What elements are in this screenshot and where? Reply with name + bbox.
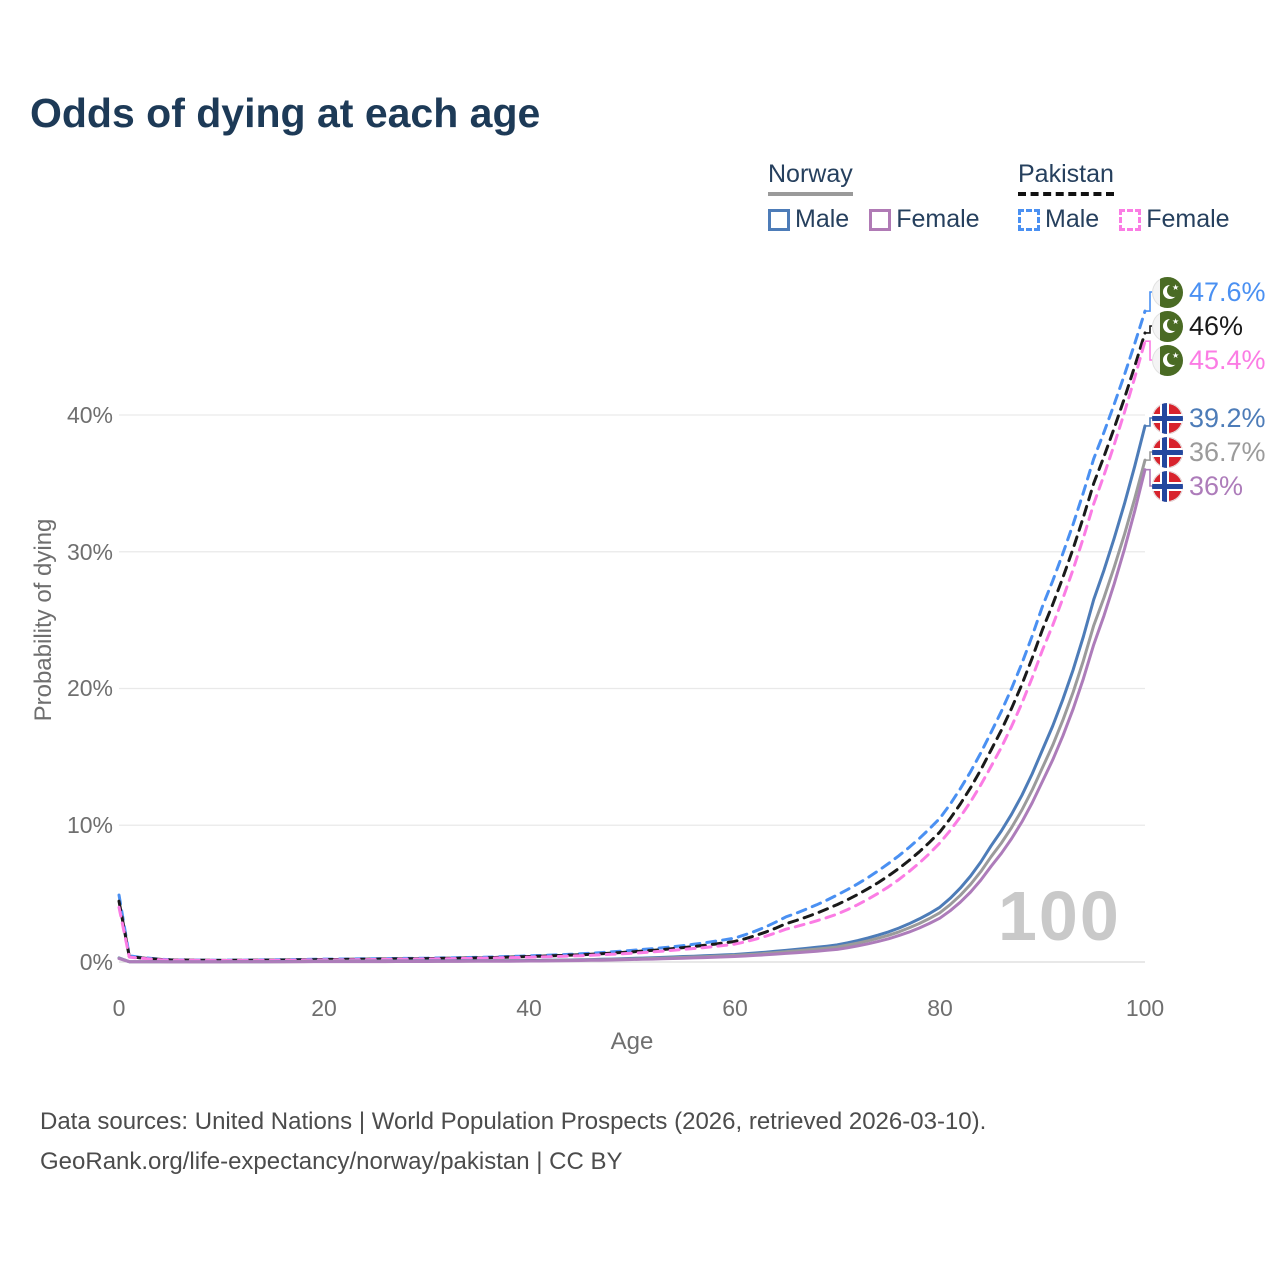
legend-pakistan-male-checkbox[interactable] bbox=[1018, 208, 1040, 231]
end-label-pakistan-male: ★ 47.6% bbox=[1152, 276, 1266, 308]
end-label-norway-female: 36% bbox=[1152, 470, 1243, 502]
norway-flag-icon bbox=[1152, 436, 1183, 468]
y-tick-0: 0% bbox=[79, 949, 113, 975]
legend-norway-items: Male Female bbox=[768, 205, 980, 234]
end-label-norway-both: 36.7% bbox=[1152, 436, 1266, 468]
x-tick-20: 20 bbox=[311, 995, 337, 1021]
flag-part bbox=[1162, 470, 1167, 502]
norway-flag-icon bbox=[1152, 402, 1183, 434]
flag-part bbox=[1167, 351, 1180, 365]
flag-part: ★ bbox=[1172, 282, 1180, 292]
flag-part bbox=[1167, 283, 1180, 297]
legend-pakistan-header: Pakistan bbox=[1018, 160, 1114, 196]
x-tick-100: 100 bbox=[1125, 995, 1165, 1021]
legend-norway-female-checkbox[interactable] bbox=[869, 208, 892, 231]
data-sources-line: Data sources: United Nations | World Pop… bbox=[40, 1108, 987, 1135]
y-axis-title: Probability of dying bbox=[30, 518, 57, 722]
line-norway-both-sexes[interactable] bbox=[117, 458, 1147, 964]
y-tick-40: 40% bbox=[66, 402, 113, 428]
legend-norway-male-label[interactable]: Male bbox=[795, 205, 850, 233]
x-tick-80: 80 bbox=[927, 995, 953, 1021]
page-title: Odds of dying at each age bbox=[30, 90, 541, 136]
x-axis-title: Age bbox=[610, 1028, 654, 1055]
end-label-text: 45.4% bbox=[1189, 344, 1266, 375]
legend-norway-female-label[interactable]: Female bbox=[896, 205, 980, 233]
flag-part bbox=[1167, 317, 1180, 331]
end-label-pakistan-female: ★ 45.4% bbox=[1152, 344, 1266, 376]
flag-part bbox=[1152, 483, 1183, 489]
flag-part: ★ bbox=[1172, 316, 1180, 326]
legend-norway-male-checkbox[interactable] bbox=[768, 208, 790, 231]
end-label-norway-male: 39.2% bbox=[1152, 402, 1266, 434]
y-tick-30: 30% bbox=[66, 539, 113, 565]
attribution-line: GeoRank.org/life-expectancy/norway/pakis… bbox=[40, 1148, 623, 1175]
flag-part: ★ bbox=[1172, 350, 1180, 360]
legend-norway-header: Norway bbox=[768, 160, 853, 196]
line-norway-male[interactable] bbox=[117, 424, 1147, 964]
pakistan-flag-icon: ★ bbox=[1152, 276, 1183, 308]
end-label-text: 36% bbox=[1189, 470, 1244, 501]
x-tick-60: 60 bbox=[722, 995, 748, 1021]
x-tick-0: 0 bbox=[112, 995, 126, 1021]
legend-pakistan-male-label[interactable]: Male bbox=[1045, 205, 1100, 233]
line-pakistan-male[interactable] bbox=[117, 309, 1147, 962]
line-norway-female[interactable] bbox=[117, 468, 1147, 964]
y-tick-10: 10% bbox=[66, 812, 113, 838]
flag-part bbox=[1162, 436, 1167, 468]
end-label-text: 46% bbox=[1189, 310, 1244, 341]
flag-part bbox=[1152, 415, 1183, 421]
flag-part bbox=[1152, 449, 1183, 455]
pakistan-flag-icon: ★ bbox=[1152, 310, 1183, 342]
y-tick-20: 20% bbox=[66, 675, 113, 701]
end-label-text: 39.2% bbox=[1189, 402, 1266, 433]
hover-age-indicator: 100 bbox=[998, 877, 1121, 955]
end-label-text: 47.6% bbox=[1189, 276, 1266, 307]
flag-part bbox=[1162, 402, 1167, 434]
legend-pakistan-female-checkbox[interactable] bbox=[1119, 208, 1142, 231]
legend-pakistan-items: Male Female bbox=[1018, 205, 1230, 234]
x-tick-40: 40 bbox=[516, 995, 542, 1021]
norway-flag-icon bbox=[1152, 470, 1183, 502]
end-label-pakistan-both: ★ 46% bbox=[1152, 310, 1243, 342]
end-label-text: 36.7% bbox=[1189, 436, 1266, 467]
pakistan-flag-icon: ★ bbox=[1152, 344, 1183, 376]
legend-pakistan-female-label[interactable]: Female bbox=[1146, 205, 1230, 233]
